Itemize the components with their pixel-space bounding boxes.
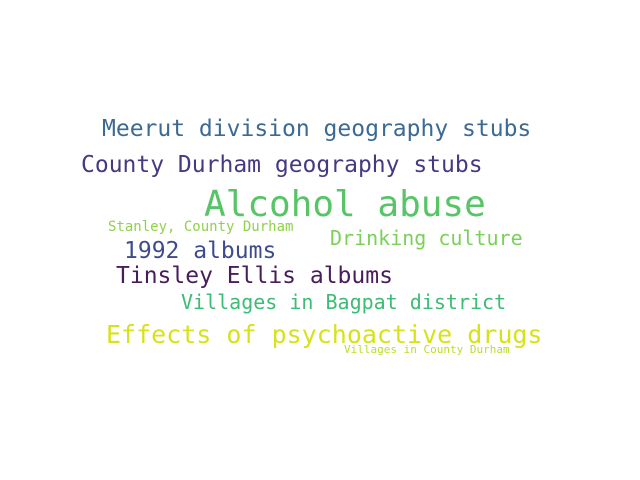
word-alcohol-abuse: Alcohol abuse — [204, 184, 486, 225]
word-drinking-culture: Drinking culture — [330, 226, 523, 250]
word-tinsley-ellis-albums: Tinsley Ellis albums — [116, 263, 393, 289]
word-county-durham-geography-stubs: County Durham geography stubs — [81, 152, 483, 178]
word-stanley-county-durham: Stanley, County Durham — [108, 219, 294, 235]
word-1992-albums: 1992 albums — [124, 238, 277, 264]
word-villages-in-bagpat-district: Villages in Bagpat district — [181, 290, 507, 314]
word-effects-of-psychoactive-drugs: Effects of psychoactive drugs — [106, 320, 543, 349]
word-meerut-division-geography-stubs: Meerut division geography stubs — [102, 116, 532, 142]
word-villages-in-county-durham: Villages in County Durham — [344, 343, 510, 356]
